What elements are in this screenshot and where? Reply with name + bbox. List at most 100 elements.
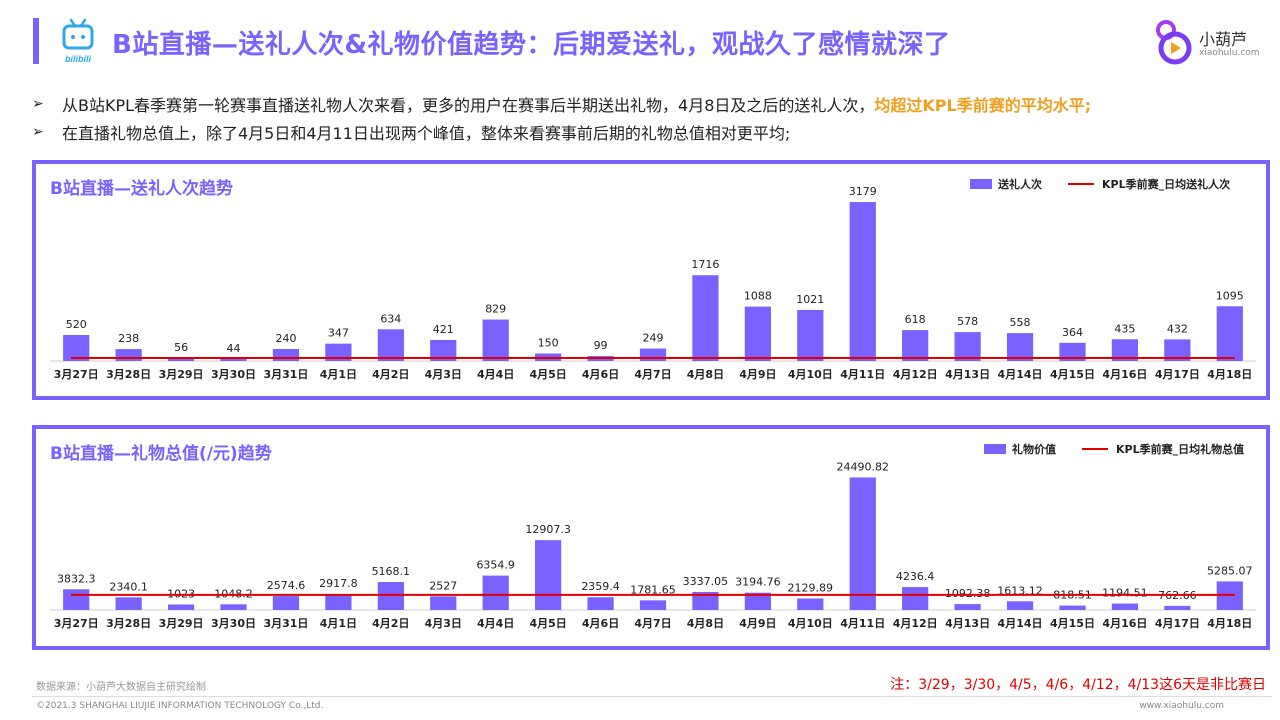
x-tick-label: 4月7日 <box>634 617 671 630</box>
gift-value-chart-panel: B站直播—礼物总值(/元)趋势 礼物价值 KPL季前赛_日均礼物总值 3832.… <box>32 425 1270 650</box>
bar <box>63 335 90 361</box>
x-tick-label: 4月10日 <box>788 617 833 630</box>
x-tick-label: 3月31日 <box>263 368 308 381</box>
bar <box>902 587 929 610</box>
bar <box>902 330 929 361</box>
x-tick-label: 4月3日 <box>425 617 462 630</box>
x-tick-label: 4月17日 <box>1155 368 1200 381</box>
x-tick-label: 3月29日 <box>159 617 204 630</box>
bar <box>1006 333 1034 361</box>
bar <box>430 596 457 610</box>
x-tick-label: 4月9日 <box>739 368 776 381</box>
gift-count-chart-panel: B站直播—送礼人次趋势 送礼人次 KPL季前赛_日均送礼人次 520 3月27日 2… <box>32 160 1270 400</box>
data-label: 240 <box>275 332 296 345</box>
data-label: 3194.76 <box>735 576 781 589</box>
gift-value-bar-chart: 3832.33月27日2340.13月28日10233月29日1048.23月3… <box>50 460 1256 630</box>
x-tick-label: 4月12日 <box>893 617 938 630</box>
x-tick-label: 3月28日 <box>106 617 151 630</box>
data-label: 520 <box>66 318 87 331</box>
bullet-item: ➢ 在直播礼物总值上，除了4月5日和4月11日出现两个峰值，整体来看赛事前后期的… <box>32 118 1272 146</box>
bar <box>377 329 404 361</box>
bar <box>1059 605 1086 610</box>
bullet-highlight: 均超过KPL季前赛的平均水平; <box>874 96 1092 115</box>
bar <box>220 604 247 610</box>
data-label: 1716 <box>691 258 719 271</box>
data-label: 2527 <box>429 579 457 592</box>
data-label: 4236.4 <box>896 570 935 583</box>
x-tick-label: 4月12日 <box>893 368 938 381</box>
x-tick-label: 4月5日 <box>529 368 566 381</box>
page-title: B站直播—送礼人次&礼物价值趋势：后期爱送礼，观战久了感情就深了 <box>112 30 951 60</box>
data-label: 5168.1 <box>372 565 411 578</box>
bar <box>63 589 90 610</box>
chart-title: B站直播—礼物总值(/元)趋势 <box>50 444 272 464</box>
bar <box>849 477 876 610</box>
bar <box>1111 339 1139 361</box>
bar <box>954 604 981 610</box>
bar <box>797 598 824 610</box>
legend-label: KPL季前赛_日均礼物总值 <box>1116 443 1245 456</box>
data-label: 2340.1 <box>109 580 148 593</box>
x-tick-label: 4月5日 <box>529 617 566 630</box>
bar <box>849 202 876 361</box>
data-label: 421 <box>433 323 454 336</box>
bullet-list: ➢ 从B站KPL春季赛第一轮赛事直播送礼物人次来看，更多的用户在赛事后半期送出礼… <box>32 90 1272 146</box>
bar <box>1111 603 1139 610</box>
x-tick-label: 4月15日 <box>1050 617 1095 630</box>
bullet-item: ➢ 从B站KPL春季赛第一轮赛事直播送礼物人次来看，更多的用户在赛事后半期送出礼… <box>32 90 1272 118</box>
data-label: 432 <box>1167 322 1188 335</box>
bilibili-logo-icon: bilibili <box>62 18 94 64</box>
data-label: 44 <box>227 342 241 355</box>
data-label: 3832.3 <box>57 572 96 585</box>
data-label: 347 <box>328 327 349 340</box>
x-tick-label: 4月1日 <box>320 617 357 630</box>
data-label: 1092.38 <box>945 587 991 600</box>
data-label: 12907.3 <box>525 523 571 536</box>
data-label: 829 <box>485 303 506 316</box>
gift-count-bar-chart: 520 3月27日 238 3月28日 56 3月29日 44 3月30日 240 3月31日 34… <box>50 185 1256 381</box>
bar <box>430 339 457 361</box>
x-tick-label: 4月16日 <box>1102 368 1147 381</box>
data-label: 2917.8 <box>319 577 358 590</box>
x-tick-label: 3月30日 <box>211 368 256 381</box>
bar <box>692 591 719 610</box>
bar <box>482 575 509 610</box>
data-label: 2129.89 <box>788 581 834 594</box>
x-tick-label: 4月11日 <box>840 368 885 381</box>
bar <box>535 540 562 610</box>
data-label: 558 <box>1010 316 1031 329</box>
bar <box>115 597 142 610</box>
bar <box>272 596 300 610</box>
x-tick-label: 4月1日 <box>320 368 357 381</box>
x-tick-label: 4月6日 <box>582 617 619 630</box>
bar <box>377 582 404 610</box>
data-label: 618 <box>905 313 926 326</box>
bar <box>1059 342 1086 361</box>
x-tick-label: 4月4日 <box>477 368 514 381</box>
x-tick-label: 3月29日 <box>159 368 204 381</box>
data-label: 99 <box>594 339 608 352</box>
x-tick-label: 4月15日 <box>1050 368 1095 381</box>
x-tick-label: 4月7日 <box>634 368 671 381</box>
x-tick-label: 4月13日 <box>945 368 990 381</box>
data-label: 238 <box>118 332 139 345</box>
data-label: 634 <box>380 312 401 325</box>
data-label: 1781.65 <box>630 583 676 596</box>
bar <box>1006 601 1034 610</box>
non-match-day-note: 注：3/29，3/30，4/5，4/6，4/12，4/13这6天是非比赛日 <box>890 677 1266 693</box>
data-label: 364 <box>1062 326 1083 339</box>
legend-label: 送礼人次 <box>998 178 1042 191</box>
x-tick-label: 3月27日 <box>54 617 99 630</box>
data-label: 578 <box>957 315 978 328</box>
x-tick-label: 4月14日 <box>998 368 1043 381</box>
x-tick-label: 4月10日 <box>788 368 833 381</box>
bar <box>272 349 300 361</box>
data-label: 56 <box>174 341 188 354</box>
title-accent-bar <box>33 18 39 64</box>
x-tick-label: 4月17日 <box>1155 617 1200 630</box>
x-tick-label: 4月2日 <box>372 368 409 381</box>
x-tick-label: 4月8日 <box>687 617 724 630</box>
copyright: ©2021.3 SHANGHAI LIUJIE INFORMATION TECH… <box>36 701 324 711</box>
legend-bar-swatch <box>984 444 1006 454</box>
legend-line-swatch <box>1068 183 1094 185</box>
